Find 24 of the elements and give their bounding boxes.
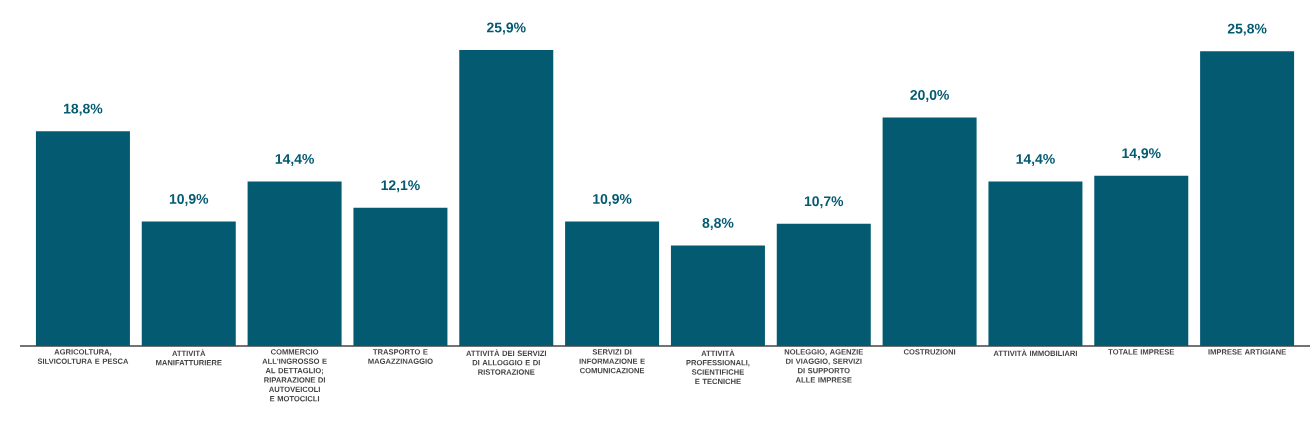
bar <box>776 223 871 346</box>
bar <box>565 221 660 346</box>
data-label: 10,9% <box>593 194 632 206</box>
bar <box>1200 51 1295 346</box>
bar <box>459 50 554 346</box>
bar <box>882 117 977 346</box>
data-label: 12,1% <box>381 180 420 193</box>
data-label: 18,8% <box>64 103 103 116</box>
bar <box>35 131 130 346</box>
bar <box>988 181 1083 346</box>
data-label: 14,9% <box>1122 148 1161 161</box>
data-label: 14,4% <box>275 154 314 166</box>
data-label: 10,9% <box>169 194 209 206</box>
bar <box>670 245 765 346</box>
data-label: 20,0% <box>910 90 949 102</box>
data-label: 25,8% <box>1227 23 1267 36</box>
data-label: 14,4% <box>1016 154 1055 166</box>
bar <box>141 221 236 346</box>
data-label: 25,9% <box>486 22 526 35</box>
data-label: 10,7% <box>804 196 844 209</box>
bar <box>247 181 342 346</box>
bar <box>353 207 448 346</box>
data-label: 8,8% <box>702 218 734 230</box>
bar <box>1094 175 1189 346</box>
